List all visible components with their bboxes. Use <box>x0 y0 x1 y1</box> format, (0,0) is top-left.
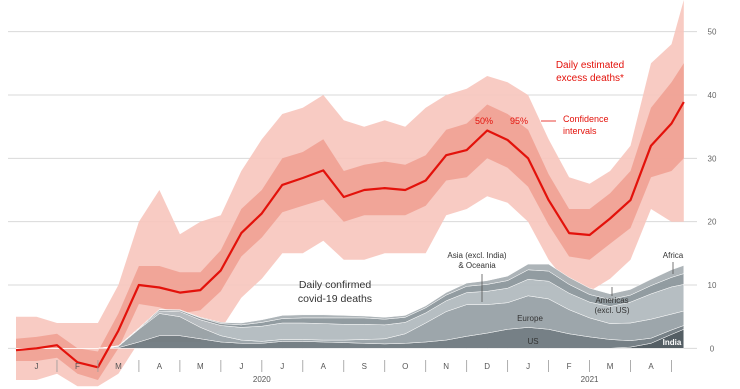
series-label: India <box>663 338 682 347</box>
x-tick-label: F <box>567 362 572 371</box>
x-tick-label: M <box>115 362 122 371</box>
y-tick-label: 0 <box>710 344 715 353</box>
x-tick-label: N <box>443 362 449 371</box>
series-label: Europe <box>517 314 543 323</box>
x-tick-label: M <box>607 362 614 371</box>
stack-label: Daily confirmed covid-19 deaths <box>298 279 372 305</box>
x-tick-label: A <box>648 362 654 371</box>
confidence-label: Confidence intervals <box>563 114 609 136</box>
series-label: Asia (excl. India) & Oceania <box>447 251 506 270</box>
y-tick-label: 20 <box>708 218 717 227</box>
x-tick-label: O <box>402 362 408 371</box>
stack-area <box>16 263 685 349</box>
x-tick-label: D <box>484 362 490 371</box>
series-label: Africa <box>663 251 684 260</box>
band-label: 50% <box>475 116 493 126</box>
y-tick-label: 30 <box>708 154 717 163</box>
excess-deaths-label: Daily estimated excess deaths* <box>556 60 624 84</box>
x-tick-label: J <box>280 362 284 371</box>
series-label: US <box>527 337 538 346</box>
year-label: 2020 <box>253 375 271 384</box>
x-tick-label: F <box>75 362 80 371</box>
x-tick-label: A <box>157 362 163 371</box>
y-tick-label: 10 <box>708 281 717 290</box>
x-tick-label: J <box>526 362 530 371</box>
x-tick-label: M <box>197 362 204 371</box>
confidence-band <box>16 63 684 381</box>
x-tick-label: A <box>321 362 327 371</box>
x-tick-label: J <box>34 362 38 371</box>
year-label: 2021 <box>581 375 599 384</box>
y-tick-label: 50 <box>708 28 717 37</box>
series-label: Americas (excl. US) <box>594 296 629 315</box>
x-tick-label: J <box>239 362 243 371</box>
excess-deaths-line <box>15 101 685 369</box>
band-label: 95% <box>510 116 528 126</box>
y-tick-label: 40 <box>708 91 717 100</box>
x-tick-label: S <box>362 362 367 371</box>
